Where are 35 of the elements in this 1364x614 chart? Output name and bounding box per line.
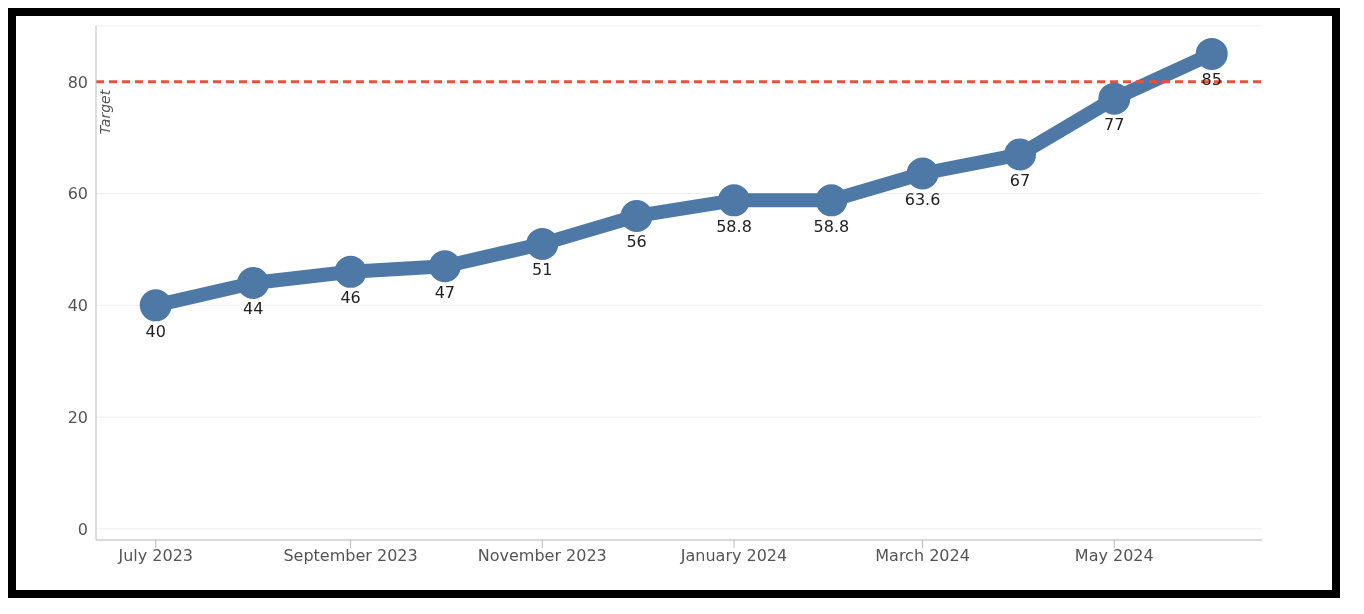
x-tick-label: January 2024: [679, 546, 788, 566]
y-tick-label: 80: [67, 72, 88, 92]
point: [815, 184, 848, 217]
data-label: 51: [532, 260, 553, 280]
data-label: 56: [626, 232, 647, 252]
point: [906, 157, 939, 190]
point: [718, 184, 750, 217]
y-tick-label: 60: [67, 184, 88, 204]
data-label: 47: [434, 282, 456, 302]
x-tick-label: May 2024: [1074, 546, 1154, 566]
point: [1004, 138, 1036, 171]
data-label: 46: [340, 288, 361, 308]
y-tick-label: 20: [67, 407, 88, 427]
data-label: 58.8: [813, 216, 850, 236]
y-tick-label: 0: [77, 519, 88, 539]
ref-line-label: Target: [97, 89, 113, 135]
x-tick-label: September 2023: [283, 546, 418, 566]
data-label: 58.8: [716, 216, 752, 236]
point: [620, 199, 653, 232]
y-tick-label: 40: [67, 296, 88, 316]
x-tick-label: November 2023: [477, 546, 607, 566]
data-label: 63.6: [904, 189, 941, 209]
point: [526, 227, 559, 260]
point: [1195, 37, 1228, 70]
point: [1098, 82, 1131, 115]
data-label: 67: [1009, 170, 1031, 190]
point: [237, 267, 270, 299]
point: [428, 250, 461, 283]
point: [334, 255, 367, 288]
data-label: 77: [1104, 114, 1125, 134]
x-tick-label: March 2024: [875, 546, 970, 566]
point: [139, 289, 172, 322]
data-label: 44: [242, 299, 264, 319]
x-tick-label: July 2023: [117, 546, 193, 566]
data-label: 40: [145, 321, 166, 341]
